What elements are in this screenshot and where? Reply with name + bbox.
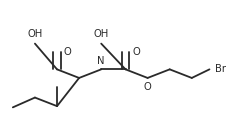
Text: O: O <box>143 82 151 92</box>
Text: OH: OH <box>93 29 108 39</box>
Text: N: N <box>97 56 104 66</box>
Text: O: O <box>132 47 139 57</box>
Text: OH: OH <box>27 29 42 39</box>
Text: Br: Br <box>214 64 225 74</box>
Text: O: O <box>63 47 71 57</box>
